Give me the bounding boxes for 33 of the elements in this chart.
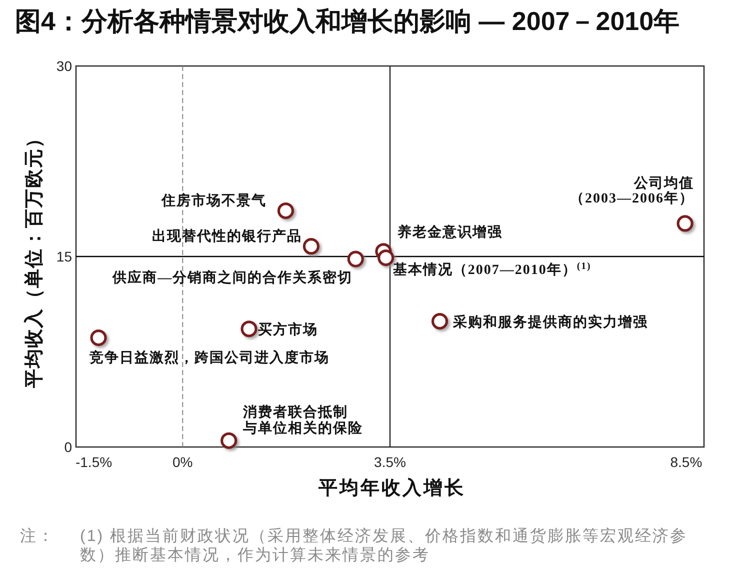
y-tick-label: 15 bbox=[56, 248, 72, 264]
point bbox=[347, 250, 364, 268]
point bbox=[302, 238, 320, 255]
annotation: 住房市场不景气 bbox=[160, 192, 267, 209]
y-tick-label: 0 bbox=[64, 439, 72, 455]
x-axis-title: 平均年收入增长 bbox=[318, 477, 466, 499]
x-tick-label: 0% bbox=[172, 454, 193, 470]
point bbox=[676, 215, 694, 232]
point bbox=[431, 312, 448, 330]
annotation: 养老金意识增强 bbox=[396, 223, 502, 240]
annotation: 基本情况（2007—2010年）$^{(1)}$ bbox=[392, 260, 592, 278]
annotation: 出现替代性的银行产品 bbox=[152, 227, 302, 244]
y-axis-title: 平均收入（单位：百万欧元） bbox=[23, 128, 45, 389]
annotation: 供应商—分销商之间的合作关系密切 bbox=[112, 269, 353, 286]
x-tick-label: -1.5% bbox=[75, 454, 112, 470]
annotation: （2003—2006年） bbox=[570, 190, 694, 206]
x-tick-label: 3.5% bbox=[374, 454, 406, 470]
point bbox=[240, 320, 258, 338]
text: 注： bbox=[20, 527, 55, 546]
annotation: 公司均值 bbox=[633, 175, 694, 192]
point bbox=[277, 202, 294, 220]
chart-title: 图4：分析各种情景对收入和增长的影响 — 2007－2010年 bbox=[15, 6, 680, 36]
x-tick-label: 8.5% bbox=[670, 454, 702, 470]
point bbox=[90, 329, 107, 346]
annotation: 买方市场 bbox=[258, 320, 318, 338]
annotation: 采购和服务提供商的实力增强 bbox=[452, 313, 648, 330]
point bbox=[220, 432, 238, 449]
annotation: 消费者联合抵制 bbox=[242, 404, 348, 421]
y-tick-label: 30 bbox=[56, 58, 72, 74]
annotation: 竞争日益激烈，跨国公司进入度市场 bbox=[88, 348, 330, 366]
point bbox=[378, 249, 394, 266]
annotation: 与单位相关的保险 bbox=[242, 420, 363, 437]
text: (1) 根据当前财政状况（采用整体经济发展、价格指数和通货膨胀等宏观经济参数）推断基本情况，作为计算未来情景的参考 bbox=[80, 527, 688, 565]
